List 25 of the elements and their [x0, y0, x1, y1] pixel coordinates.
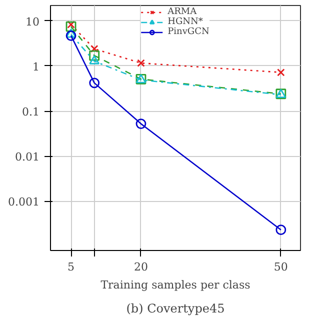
- point: [137, 59, 145, 67]
- point: [89, 50, 100, 61]
- point: [66, 28, 76, 38]
- point: [67, 20, 75, 28]
- y-tick-label: 1: [32, 60, 40, 74]
- text: (b) Covertype45: [126, 302, 225, 316]
- legend-label: ARMA: [168, 7, 197, 17]
- point: [89, 78, 100, 88]
- y-tick-label: 10: [26, 15, 40, 28]
- point: [66, 30, 76, 41]
- x-axis-title: Training samples per class: [100, 278, 251, 292]
- legend-label: HGNN*: [168, 17, 203, 27]
- point: [89, 55, 100, 64]
- point: [66, 21, 76, 32]
- legend-label: PinvGCN: [168, 27, 210, 37]
- point: [276, 224, 286, 236]
- point: [277, 68, 285, 76]
- y-tick-label: 0.001: [8, 196, 40, 209]
- x-tick-label: 20: [134, 260, 148, 274]
- point: [136, 118, 146, 129]
- point: [90, 44, 98, 53]
- x-tick-label: 50: [274, 260, 288, 274]
- x-tick-label: 5: [68, 260, 75, 274]
- y-tick-label: 0.01: [15, 150, 40, 164]
- y-tick-label: 0.1: [22, 106, 40, 119]
